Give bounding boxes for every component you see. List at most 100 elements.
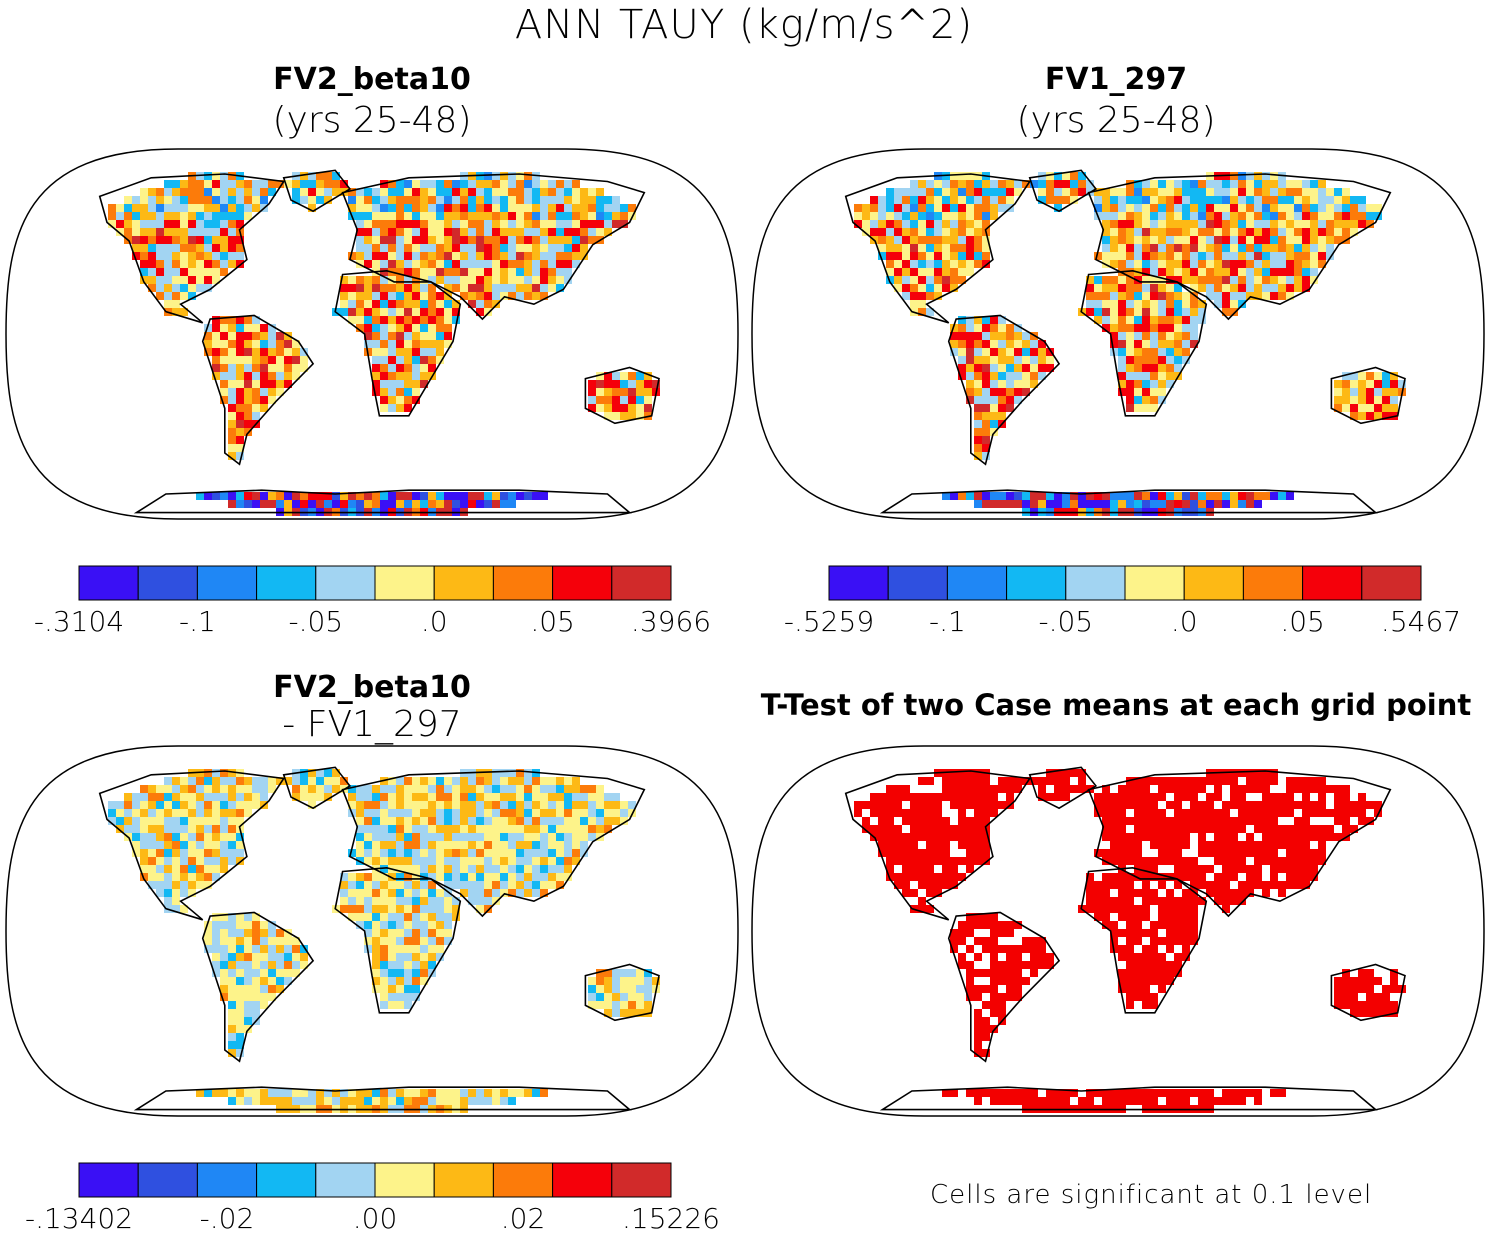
colorbar-swatch	[78, 565, 139, 601]
colorbar-swatch	[315, 565, 376, 601]
coastline-0	[844, 173, 1032, 324]
figure-title: ANN TAUY (kg/m/s^2)	[514, 2, 974, 48]
robinson-map-map-p1	[5, 148, 739, 520]
significance-note: Cells are significant at 0.1 level	[930, 1180, 1373, 1210]
colorbar-tick-label: .05	[530, 605, 575, 638]
colorbar-swatch	[611, 1162, 672, 1198]
colorbar-swatch	[611, 565, 672, 601]
colorbar-tick-label: .05	[1280, 605, 1325, 638]
panel2-title: FV1_297	[1044, 62, 1188, 97]
coastline-2	[947, 911, 1061, 1063]
colorbar-swatch	[1183, 565, 1244, 601]
field-cells	[108, 769, 660, 1113]
colorbar-swatch	[492, 565, 554, 601]
colorbar-swatch	[492, 1162, 554, 1198]
colorbar-swatch	[256, 565, 317, 601]
coastline-3	[1087, 173, 1392, 321]
coastline-4	[1080, 269, 1208, 417]
colorbar-swatch	[1302, 565, 1363, 601]
colorbar-swatch	[196, 565, 258, 601]
coastline-2	[947, 314, 1061, 466]
coastline-6	[133, 489, 632, 514]
colorbar-swatch	[137, 1162, 198, 1198]
panel4-map	[750, 745, 1486, 1117]
panel3-subtitle: - FV1_297	[282, 704, 462, 745]
colorbar-tick-label: .0	[1170, 605, 1198, 638]
colorbar-swatch	[552, 565, 613, 601]
colorbar-swatch	[1361, 565, 1422, 601]
colorbar-swatch	[374, 565, 435, 601]
panel1-subtitle: (yrs 25-48)	[272, 100, 472, 141]
colorbar-tick-label: .02	[500, 1202, 546, 1235]
colorbar-swatch	[1065, 565, 1126, 601]
colorbar-labels: -.5259 -.1 -.05 .0 .05 .5467	[784, 605, 1461, 639]
colorbar-swatch	[552, 1162, 613, 1198]
coastline-2	[201, 314, 315, 466]
map-border	[5, 745, 739, 1117]
coastline-2	[201, 911, 315, 1063]
coastline-4	[1080, 866, 1208, 1014]
colorbar-labels: -.3104 -.1 -.05 .0 .05 .3966	[34, 605, 711, 639]
panel1-map	[4, 148, 740, 520]
coastline-1	[282, 169, 352, 213]
colorbar-swatch	[374, 1162, 435, 1198]
colorbar-tick-label: .00	[352, 1202, 398, 1235]
colorbar-swatch	[887, 565, 948, 601]
robinson-map-map-p2	[751, 148, 1485, 520]
panel2-map	[750, 148, 1486, 520]
coastline-4	[334, 269, 462, 417]
coastline-6	[133, 1086, 632, 1111]
panel1-title: FV2_beta10	[273, 62, 471, 97]
coastline-3	[341, 770, 646, 918]
panel3-title: FV2_beta10	[273, 670, 471, 705]
colorbar-swatch	[315, 1162, 376, 1198]
colorbar-tick-label: .0	[420, 605, 448, 638]
colorbar-labels: -.13402 -.02 .00 .02 .15226	[25, 1202, 720, 1236]
colorbar-swatch	[78, 1162, 139, 1198]
colorbar-swatches	[828, 565, 1422, 601]
coastline-0	[98, 173, 286, 324]
colorbar-swatch	[828, 565, 889, 601]
colorbar-tick-label: .5467	[1380, 605, 1462, 638]
colorbar-tick-label: -.5259	[783, 605, 875, 638]
map-border	[751, 745, 1485, 1117]
coastline-3	[341, 173, 646, 321]
map-border	[5, 148, 739, 520]
field-cells	[108, 172, 660, 516]
coastline-6	[879, 489, 1378, 514]
panel3-colorbar: -.13402 -.02 .00 .02 .15226	[25, 1162, 720, 1236]
panel3-map	[4, 745, 740, 1117]
colorbar-tick-label: -.02	[199, 1202, 255, 1235]
coastline-1	[1028, 766, 1098, 810]
robinson-map-map-p4	[751, 745, 1485, 1117]
coastline-3	[1087, 770, 1392, 918]
colorbar-tick-label: -.1	[178, 605, 216, 638]
coastline-1	[282, 766, 352, 810]
colorbar-tick-label: .15226	[622, 1202, 720, 1235]
colorbar-swatch	[1006, 565, 1067, 601]
colorbar-tick-label: -.05	[288, 605, 344, 638]
colorbar-swatch	[196, 1162, 258, 1198]
panel1-colorbar: -.3104 -.1 -.05 .0 .05 .3966	[34, 565, 711, 639]
colorbar-swatch	[137, 565, 198, 601]
coastline-0	[844, 770, 1032, 921]
colorbar-swatch	[433, 1162, 494, 1198]
coastline-5	[1330, 366, 1406, 425]
colorbar-tick-label: -.13402	[24, 1202, 134, 1235]
coastline-0	[98, 770, 286, 921]
coastline-5	[584, 963, 660, 1022]
colorbar-tick-label: -.1	[928, 605, 966, 638]
field-cells	[854, 769, 1406, 1113]
colorbar-tick-label: -.05	[1038, 605, 1094, 638]
colorbar-swatches	[78, 565, 672, 601]
panel2-colorbar: -.5259 -.1 -.05 .0 .05 .5467	[784, 565, 1461, 639]
coastline-5	[584, 366, 660, 425]
coastline-4	[334, 866, 462, 1014]
panel2-subtitle: (yrs 25-48)	[1016, 100, 1216, 141]
panel4-title: T-Test of two Case means at each grid po…	[760, 688, 1472, 722]
coastline-5	[1330, 963, 1406, 1022]
colorbar-swatches	[78, 1162, 672, 1198]
robinson-map-map-p3	[5, 745, 739, 1117]
colorbar-swatch	[433, 565, 494, 601]
coastline-6	[879, 1086, 1378, 1111]
